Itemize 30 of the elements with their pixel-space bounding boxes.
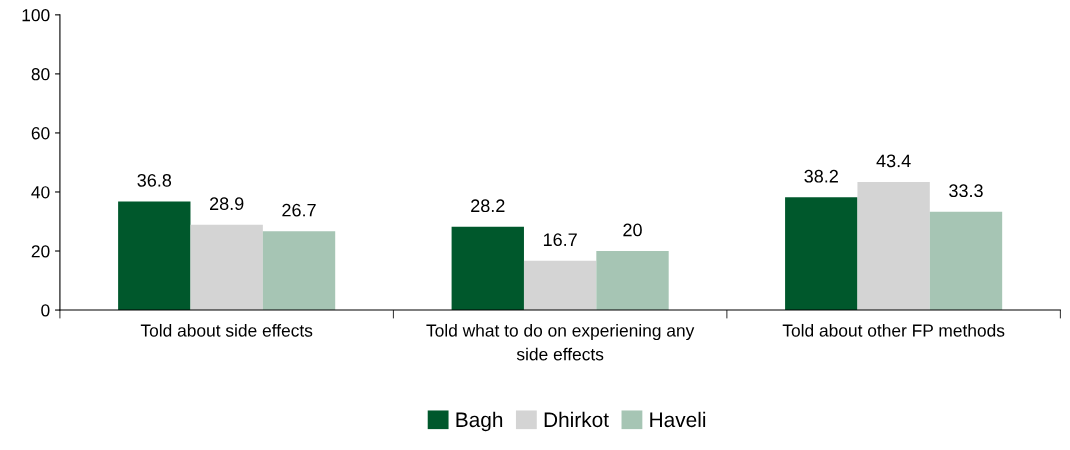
y-tick-label: 80 [31,68,50,81]
bar [785,197,858,311]
data-label: 28.2 [471,199,505,213]
data-label: 16.7 [543,233,577,247]
data-label: 20 [623,223,642,237]
y-tick-label: 60 [31,127,50,140]
y-tick-label: 40 [31,186,50,199]
x-tick-label: Told about side effects [140,323,313,337]
legend-label: Dhirkot [544,411,609,428]
x-tick-label: Told what to do on experiening any side effects [426,323,695,361]
data-label: 38.2 [804,169,838,183]
legend-label: Bagh [456,411,503,432]
x-tick-label: Told about other FP methods [782,323,1005,337]
bar [596,251,669,311]
data-label: 43.4 [876,154,911,168]
data-label: 26.7 [282,203,316,217]
bar [523,260,597,311]
legend-label: Haveli [650,411,706,428]
bar [929,211,1003,311]
y-tick-label: 100 [22,9,50,22]
bar [857,181,930,311]
bar [118,201,191,311]
y-tick-label: 20 [31,245,50,258]
data-label: 36.8 [137,173,172,187]
y-tick-label: 0 [41,304,50,317]
bar [262,231,336,311]
bar [190,224,263,311]
data-label: 28.9 [210,197,244,211]
data-label: 33.3 [949,184,983,198]
bar [451,226,524,311]
